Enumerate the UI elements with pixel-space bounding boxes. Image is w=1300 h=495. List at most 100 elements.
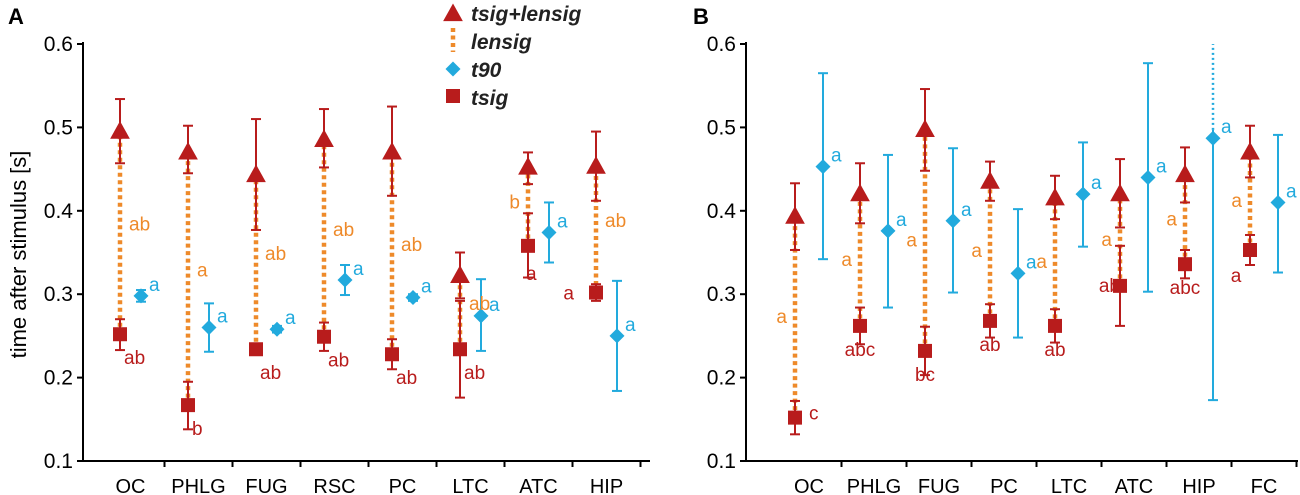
tsig-label: ab (979, 335, 1000, 356)
y-axis-title: time after stimulus [s] (6, 151, 31, 359)
lensig-label: a (971, 241, 982, 262)
tsig-label: a (1231, 266, 1242, 287)
tsig-label: ab (464, 363, 485, 384)
category-group-atc: a ab a (1099, 62, 1167, 327)
category-group-rsc: a ab ab (314, 108, 364, 372)
t90-label: a (217, 307, 228, 328)
t90-marker (473, 308, 489, 324)
tsig-lensig-marker (1045, 187, 1065, 206)
tsig-marker (853, 318, 867, 333)
panel-b: B 0.1 0.2 0.3 0.4 0.5 0.6 OC PHLG FUG PC LTC ATC HIP F… (693, 4, 1298, 495)
lensig-label: ab (333, 220, 354, 241)
lensig-label: a (841, 250, 852, 271)
tsig-marker (983, 313, 997, 328)
t90-marker (269, 321, 285, 337)
legend-label-lensig: lensig (471, 31, 532, 54)
category-group-fug: a bc a (906, 88, 972, 386)
tsig-label: abc (1170, 278, 1201, 299)
y-tick-label: 0.2 (707, 367, 736, 390)
tsig-label: ab (328, 351, 349, 372)
tsig-label: ab (396, 368, 417, 389)
tsig-marker (181, 398, 195, 413)
tsig-label: ab (1044, 340, 1065, 361)
tsig-marker (1178, 257, 1192, 272)
t90-marker (880, 223, 896, 239)
tsig-lensig-marker (314, 129, 334, 148)
t90-label: a (625, 315, 636, 336)
category-group-phlg: a abc a (841, 153, 907, 361)
x-tick-label: PHLG (847, 476, 901, 495)
legend-tsig-marker (446, 89, 460, 103)
t90-label: a (1091, 173, 1102, 194)
lensig-label: ab (469, 294, 490, 315)
t90-marker (337, 272, 353, 288)
tsig-marker (1113, 278, 1127, 293)
x-tick-label: LTC (1051, 476, 1087, 495)
tsig-lensig-marker (586, 156, 606, 174)
x-tick-label: ATC (1115, 476, 1154, 495)
legend-label-tsig-lensig: tsig+lensig (471, 3, 581, 26)
t90-marker (945, 213, 961, 229)
tsig-lensig-marker (850, 183, 870, 202)
tsig-marker (249, 342, 263, 357)
lensig-label: ab (265, 244, 286, 265)
tsig-marker (589, 285, 603, 300)
t90-marker (541, 224, 557, 240)
x-tick-label: FUG (918, 476, 960, 495)
legend-label-t90: t90 (471, 59, 502, 82)
tsig-lensig-marker (980, 171, 1000, 189)
tsig-lensig-marker (785, 206, 805, 224)
tsig-label: ab (124, 348, 145, 369)
tsig-label: bc (915, 365, 935, 386)
category-group-hip: a abc a (1166, 44, 1232, 402)
category-group-hip: a a ab (563, 130, 636, 392)
t90-label: a (421, 277, 432, 298)
category-group-phlg: a b a (178, 124, 228, 440)
tsig-lensig-marker (915, 119, 935, 138)
tsig-label: ab (260, 363, 281, 384)
tsig-marker (521, 238, 535, 253)
category-group-oc: a c a (776, 72, 842, 436)
tsig-marker (918, 343, 932, 358)
tsig-lensig-marker (382, 141, 402, 160)
lensig-label: a (1166, 210, 1177, 231)
lensig-label: a (906, 230, 917, 251)
panel-letter: B (693, 4, 709, 29)
category-group-oc: a ab ab (110, 98, 160, 369)
t90-label: a (1221, 117, 1232, 138)
panel-a: A 0.1 0.2 0.3 0.4 0.5 0.6 time after stimulus [… (6, 4, 650, 495)
category-group-pc: a ab a (971, 160, 1037, 356)
x-tick-label: OC (116, 476, 146, 495)
lensig-label: a (1101, 230, 1112, 251)
t90-label: a (285, 308, 296, 329)
lensig-label: ab (401, 235, 422, 256)
y-tick-label: 0.1 (44, 450, 73, 473)
t90-label: a (489, 295, 500, 316)
t90-label: a (1026, 252, 1037, 273)
lensig-label: b (509, 192, 520, 213)
x-tick-label: LTC (452, 476, 488, 495)
t90-marker (201, 320, 217, 336)
t90-marker (405, 290, 421, 306)
tsig-lensig-marker (110, 121, 130, 139)
tsig-marker (453, 342, 467, 357)
x-tick-label: PHLG (171, 476, 225, 495)
x-tick-label: OC (794, 476, 824, 495)
category-group-fug: a ab ab (246, 118, 296, 384)
tsig-marker (1048, 318, 1062, 333)
t90-marker (815, 159, 831, 175)
lensig-label: ab (605, 211, 626, 232)
t90-marker (133, 288, 149, 304)
tsig-lensig-marker (518, 156, 538, 175)
x-tick-label: HIP (590, 476, 623, 495)
tsig-marker (317, 329, 331, 344)
y-tick-label: 0.2 (44, 367, 73, 390)
tsig-marker (113, 327, 127, 342)
tsig-lensig-marker (246, 164, 266, 183)
tsig-lensig-marker (178, 141, 198, 160)
panel-letter: A (8, 4, 24, 29)
tsig-lensig-marker (1240, 141, 1260, 160)
legend: tsig+lensig lensig t90 tsig (443, 3, 581, 110)
tsig-label: abc (845, 340, 876, 361)
t90-errorbar (1208, 44, 1218, 402)
